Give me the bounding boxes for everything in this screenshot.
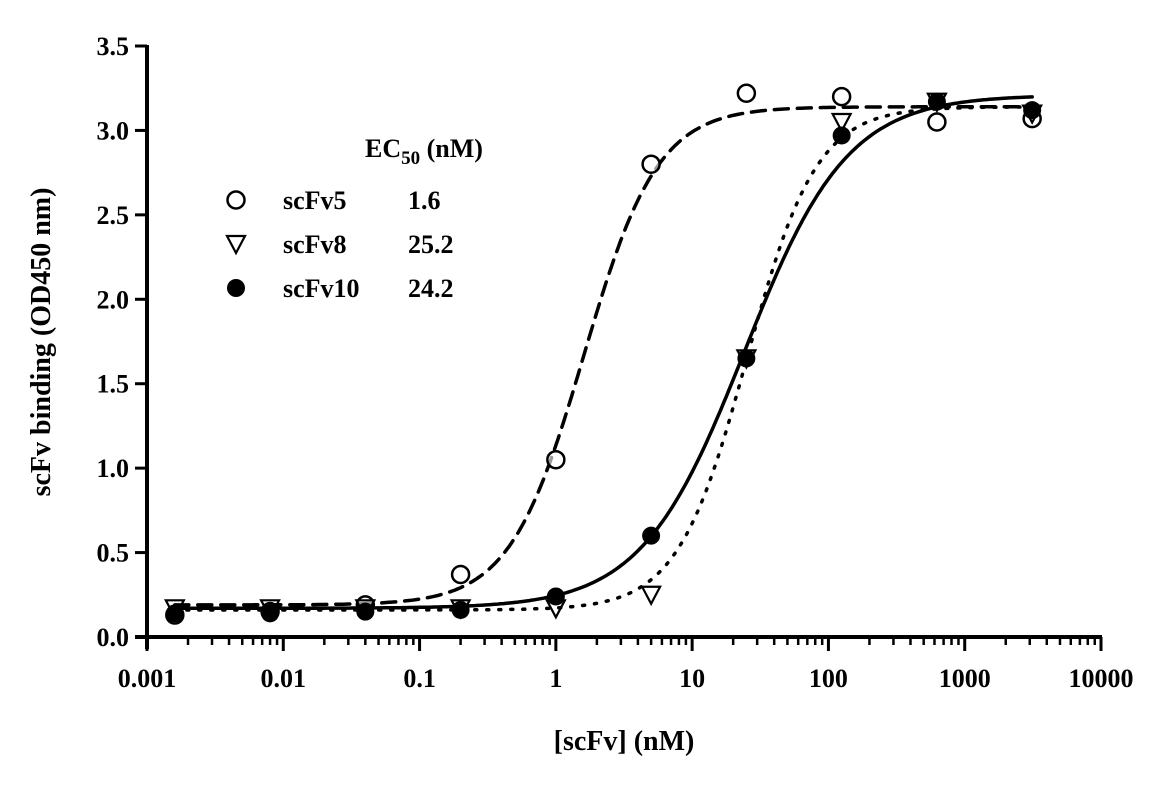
scFv5-point-icon — [546, 449, 566, 470]
open-triangle-down-legend-icon — [225, 234, 247, 256]
scFv8-point-icon — [830, 112, 853, 134]
x-tick-label: 0.001 — [118, 664, 177, 693]
scFv10-point-icon — [546, 587, 565, 606]
legend-series-name: scFv5 — [283, 186, 347, 215]
y-tick-label: 3.5 — [97, 32, 130, 61]
axes: 0.0 0.5 1.0 1.5 2.0 2.5 3.0 3.5 0.001 0.01 0.1 1 10 1… — [97, 32, 1134, 693]
x-tick-label: 1 — [549, 664, 562, 693]
x-tick-label: 10 — [679, 664, 705, 693]
filled-circle-legend-icon — [227, 279, 245, 297]
x-tick-label: 0.01 — [261, 664, 307, 693]
x-tick-label: 100 — [809, 664, 848, 693]
x-tick-label: 1000 — [939, 664, 991, 693]
scFv5-point-icon — [641, 154, 661, 174]
scFv10-point-icon — [1023, 101, 1042, 120]
scFv10-fit-curve — [173, 95, 1034, 611]
scFv8-point-icon — [640, 585, 662, 607]
scFv10-point-icon — [356, 602, 375, 621]
x-axis-title: [scFv] (nM) — [554, 726, 695, 757]
scFv8-fit-curve — [173, 105, 1034, 612]
scFv5-fit-curve — [173, 105, 1034, 607]
y-axis-title: scFv binding (OD450 nm) — [26, 188, 57, 497]
x-tick-label: 10000 — [1069, 664, 1134, 693]
scFv5-point-icon — [831, 86, 852, 107]
fit-curves — [173, 95, 1034, 612]
legend-ec50-value: 1.6 — [408, 186, 441, 215]
scFv10-point-icon — [642, 526, 661, 545]
legend: EC50 (nM) scFv5 1.6 scFv8 25.2 scFv10 24.2 — [225, 134, 483, 303]
scFv5-point-icon — [927, 112, 947, 132]
y-tick-label: 1.5 — [97, 370, 130, 399]
scFv5-point-icon — [736, 83, 757, 104]
x-tick-label: 0.1 — [403, 664, 436, 693]
scFv10-point-icon — [261, 604, 280, 623]
y-tick-label: 3.0 — [97, 116, 130, 145]
scFv10-point-icon — [451, 600, 470, 619]
scFv5-point-icon — [450, 564, 471, 585]
y-tick-label: 0.0 — [97, 623, 130, 652]
legend-series-name: scFv8 — [283, 230, 347, 259]
scFv10-point-icon — [737, 349, 756, 368]
scFv10-point-icon — [165, 604, 184, 623]
legend-ec50-value: 25.2 — [408, 230, 454, 259]
data-points — [163, 83, 1043, 625]
legend-ec50-value: 24.2 — [408, 274, 454, 303]
scFv10-point-icon — [927, 92, 946, 111]
open-circle-legend-icon — [226, 190, 246, 210]
legend-series-name: scFv10 — [283, 274, 360, 303]
scFv10-point-icon — [832, 126, 851, 145]
y-tick-label: 2.5 — [97, 201, 130, 230]
y-tick-label: 1.0 — [97, 454, 130, 483]
y-tick-label: 2.0 — [97, 285, 130, 314]
y-tick-label: 0.5 — [97, 539, 130, 568]
legend-title: EC50 (nM) — [365, 134, 483, 169]
